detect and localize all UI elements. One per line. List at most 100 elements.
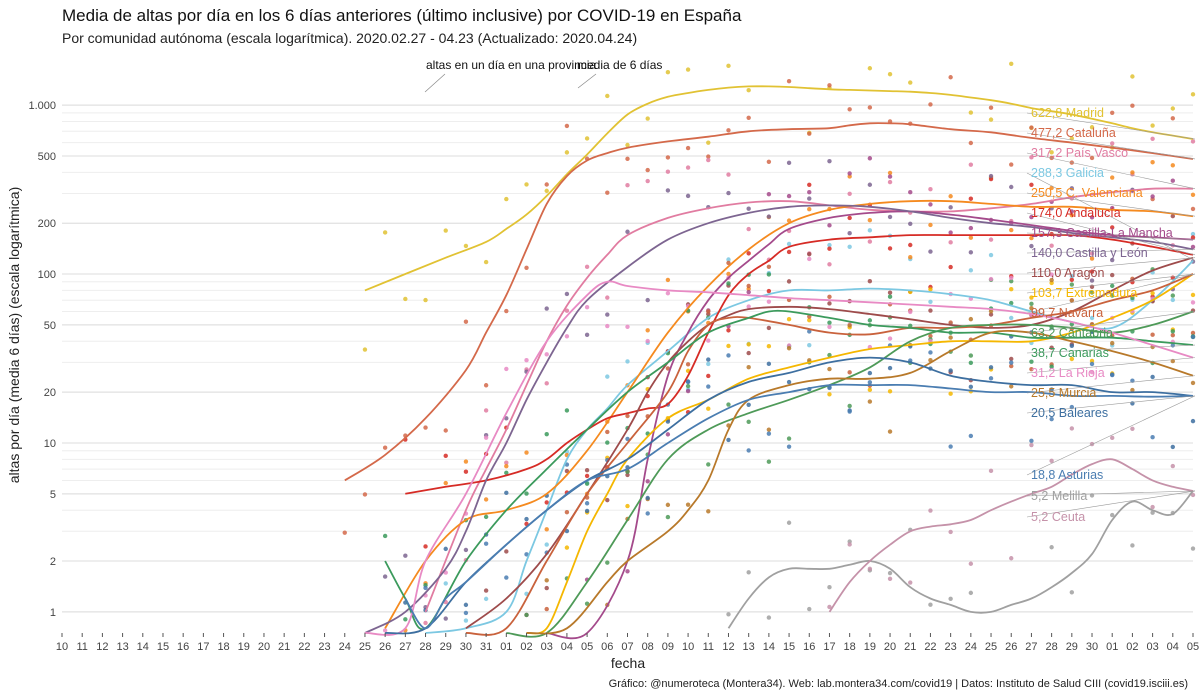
series-line-cantabria — [506, 310, 1194, 638]
daily-point — [988, 173, 994, 179]
daily-point — [1069, 209, 1075, 214]
daily-point — [1009, 275, 1014, 281]
daily-point — [1009, 227, 1014, 233]
daily-point — [1029, 301, 1034, 307]
daily-point — [382, 574, 388, 579]
end-label: 18,8 Asturias — [1031, 468, 1103, 482]
x-tick-label: 28 — [1046, 641, 1058, 653]
x-tick-label: 11 — [703, 641, 714, 653]
daily-point — [887, 389, 893, 394]
daily-point — [968, 353, 974, 358]
x-tick-label: 01 — [1106, 641, 1118, 653]
daily-point — [382, 533, 388, 539]
daily-point — [867, 239, 873, 244]
daily-point — [625, 142, 630, 148]
daily-point — [807, 196, 812, 201]
y-tick-label: 500 — [38, 151, 56, 163]
daily-point — [544, 585, 549, 591]
series-line-madrid — [364, 85, 1194, 292]
daily-point — [1130, 543, 1135, 548]
daily-point — [827, 242, 832, 248]
daily-point — [625, 503, 630, 509]
daily-point — [584, 264, 590, 270]
daily-point — [1190, 418, 1196, 424]
daily-point — [605, 93, 610, 99]
x-tick-label: 30 — [1086, 641, 1098, 653]
daily-point — [665, 514, 671, 520]
daily-point — [928, 299, 933, 305]
daily-point — [807, 182, 812, 187]
daily-point — [1110, 340, 1115, 346]
daily-point — [928, 308, 933, 313]
daily-point — [544, 188, 549, 194]
daily-point — [1190, 380, 1196, 386]
daily-point — [746, 402, 751, 408]
daily-point — [625, 324, 630, 329]
daily-point — [786, 279, 792, 284]
x-tick-label: 17 — [823, 641, 835, 653]
daily-point — [504, 470, 509, 476]
x-tick-label: 29 — [1066, 641, 1078, 653]
x-tick-label: 05 — [581, 641, 593, 653]
daily-point — [1009, 556, 1014, 561]
daily-point — [463, 547, 469, 553]
daily-point — [524, 358, 529, 363]
x-tick-label: 21 — [904, 641, 916, 653]
daily-point — [1190, 492, 1196, 498]
daily-point — [1110, 175, 1115, 180]
series-line-murcia — [526, 330, 1194, 635]
daily-point — [685, 362, 691, 367]
daily-point — [1029, 295, 1034, 300]
daily-point — [726, 172, 731, 177]
daily-point — [564, 334, 570, 339]
x-tick-label: 04 — [561, 641, 573, 653]
daily-point — [584, 467, 590, 473]
daily-point — [887, 336, 893, 341]
daily-point — [706, 509, 711, 514]
daily-point — [504, 308, 509, 314]
daily-point — [1150, 332, 1155, 337]
daily-point — [483, 408, 489, 413]
daily-point — [403, 617, 408, 622]
y-axis-ticks: 1 2 5 10 20 50 100 200 500 1.000 — [28, 100, 56, 619]
series-line-navarra — [465, 273, 1194, 636]
daily-point — [1069, 212, 1075, 218]
daily-point — [382, 628, 388, 633]
daily-point — [766, 191, 772, 197]
x-tick-label: 19 — [864, 641, 876, 653]
x-tick-label: 10 — [56, 641, 68, 653]
daily-point — [827, 585, 832, 590]
daily-point — [1170, 343, 1176, 348]
daily-point — [443, 616, 448, 621]
daily-point — [1009, 360, 1014, 365]
leader-line — [1026, 357, 1196, 374]
daily-point — [685, 145, 691, 151]
series-line-la-rioja — [364, 280, 1194, 636]
daily-point — [1130, 74, 1135, 79]
daily-point — [726, 343, 731, 349]
daily-point — [827, 301, 832, 306]
daily-point — [746, 304, 751, 309]
daily-point — [827, 392, 832, 397]
daily-point — [1190, 92, 1196, 97]
end-label: 63,2 Cantabria — [1031, 326, 1113, 340]
daily-point — [1049, 458, 1054, 464]
daily-point — [1029, 214, 1034, 220]
daily-point — [504, 549, 509, 554]
daily-point — [645, 116, 650, 121]
y-tick-label: 20 — [44, 387, 56, 399]
daily-point — [948, 391, 953, 396]
daily-point — [504, 416, 509, 421]
daily-point — [1089, 155, 1095, 161]
daily-point — [524, 491, 529, 496]
daily-point — [867, 218, 873, 223]
daily-point — [1049, 345, 1054, 350]
x-tick-label: 05 — [1187, 641, 1199, 653]
daily-point — [887, 576, 893, 581]
daily-point — [1049, 416, 1054, 422]
daily-point — [867, 182, 873, 187]
daily-point — [1110, 110, 1115, 116]
daily-point — [948, 264, 953, 270]
daily-point — [1029, 125, 1034, 130]
daily-point — [887, 246, 893, 251]
